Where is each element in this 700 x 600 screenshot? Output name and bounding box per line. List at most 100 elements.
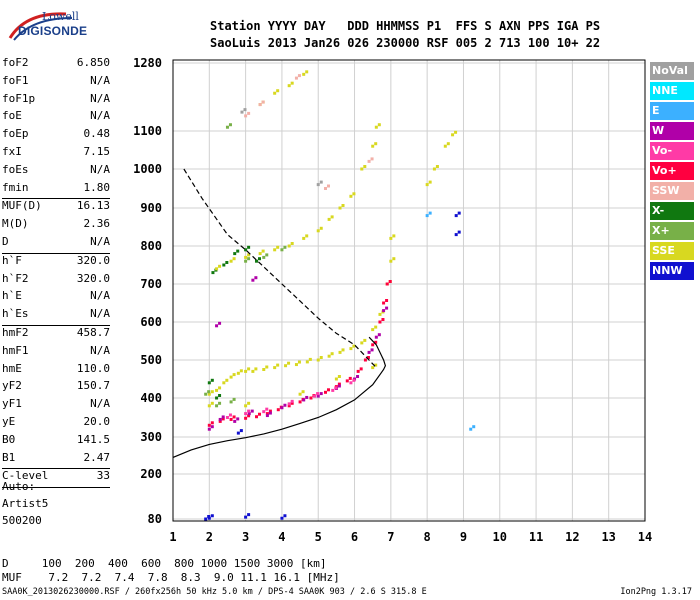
param-name: foE: [2, 109, 22, 123]
echo-point: [337, 375, 341, 378]
echo-point: [319, 356, 323, 359]
echo-point: [218, 264, 222, 268]
echo-point: [258, 103, 262, 107]
echo-point: [210, 390, 214, 394]
echo-point: [215, 396, 219, 400]
echo-point: [280, 406, 284, 410]
echo-point: [323, 187, 327, 190]
param-row: foEp 0.48: [2, 127, 110, 145]
echo-point: [229, 400, 233, 404]
polarization-legend: NoVal NNE E W Vo- Vo+ SSW X- X+ SSE NNW: [650, 62, 694, 282]
x-tick-label: 2: [206, 530, 213, 544]
param-name: yF2: [2, 379, 22, 393]
echo-point: [247, 401, 251, 405]
echo-point: [229, 375, 233, 379]
solid-profile-curve: [172, 336, 387, 458]
x-tick-label: 6: [351, 530, 358, 544]
echo-point: [276, 89, 280, 93]
legend-item: Vo-: [650, 142, 694, 160]
echo-point: [374, 142, 378, 146]
echo-point: [225, 416, 229, 419]
echo-point: [472, 425, 476, 429]
echo-point: [338, 206, 342, 210]
echo-point: [265, 412, 269, 416]
echo-point: [244, 412, 248, 416]
echo-point: [233, 419, 237, 423]
echo-point: [215, 404, 219, 408]
echo-point: [377, 123, 381, 127]
echo-point: [316, 229, 320, 233]
echo-point: [326, 388, 330, 392]
x-tick-label: 3: [242, 530, 249, 544]
echo-point: [454, 214, 458, 218]
muf-distance-row: D 100 200 400 600 800 1000 1500 3000 [km…: [2, 557, 327, 570]
param-value: N/A: [90, 289, 110, 303]
echo-point: [283, 514, 287, 518]
echo-point: [298, 392, 302, 396]
echo-point: [225, 378, 229, 382]
echo-point: [313, 394, 317, 398]
echo-point: [247, 111, 251, 115]
x-tick-label: 12: [565, 530, 579, 544]
x-tick-label: 7: [387, 530, 394, 544]
echo-point: [247, 367, 251, 371]
echo-point: [207, 427, 211, 431]
echo-point: [371, 343, 375, 347]
echo-point: [244, 259, 248, 263]
version-label: Ion2Png 1.3.17: [620, 587, 692, 597]
auto-label: Auto:: [2, 480, 36, 493]
echo-point: [221, 417, 225, 421]
param-row: foEs N/A: [2, 163, 110, 181]
echo-point: [236, 371, 240, 375]
param-value: 150.7: [76, 379, 110, 393]
param-name: h`F: [2, 253, 22, 267]
echo-point: [210, 378, 214, 382]
echo-point: [273, 248, 277, 252]
param-name: hmF1: [2, 343, 29, 357]
echo-point: [366, 356, 370, 359]
echo-point: [211, 271, 215, 275]
echo-point: [251, 278, 255, 282]
echo-point: [207, 423, 211, 427]
echo-point: [428, 180, 432, 184]
echo-point: [345, 379, 349, 383]
echo-point: [377, 333, 381, 337]
lowell-digisonde-logo: Lowell DIGISONDE: [6, 8, 116, 44]
echo-point: [363, 358, 367, 362]
echo-point: [218, 401, 222, 405]
param-row: M(D) 2.36: [2, 217, 110, 235]
echo-point: [302, 236, 306, 240]
x-tick-label: 1: [169, 530, 176, 544]
echo-point: [290, 81, 294, 85]
y-tick-label: 900: [140, 201, 162, 215]
echo-point: [451, 133, 455, 137]
echo-point: [247, 412, 251, 416]
param-value: N/A: [90, 397, 110, 411]
param-row: h`E N/A: [2, 289, 110, 307]
echo-point: [240, 110, 244, 114]
echo-point: [382, 301, 386, 305]
echo-point: [374, 325, 378, 329]
echo-point: [334, 377, 338, 381]
echo-point: [356, 369, 360, 373]
echo-point: [287, 402, 291, 406]
echo-point: [341, 204, 345, 207]
logo-digisonde-text: DIGISONDE: [18, 24, 88, 38]
param-value: 320.0: [76, 271, 110, 285]
param-value: 1.80: [83, 180, 111, 194]
echo-point: [254, 276, 258, 280]
echo-point: [371, 144, 375, 148]
plot-frame: [172, 59, 646, 522]
param-name: h`Es: [2, 307, 29, 321]
param-row: h`F 320.0: [2, 254, 110, 272]
param-value: 7.15: [83, 144, 111, 158]
echo-point: [262, 255, 266, 259]
dashed-profile-curve: [183, 168, 377, 369]
echo-point: [261, 100, 265, 104]
echo-point: [392, 257, 396, 261]
echo-point: [225, 261, 229, 264]
echo-point: [247, 414, 251, 418]
echo-point: [352, 344, 356, 348]
scaled-parameters-panel: foF2 6.850 foF1 N/A foF1p N/A foE N/A foEp 0.48 fx…: [2, 56, 111, 489]
chart-grid: [172, 60, 646, 521]
